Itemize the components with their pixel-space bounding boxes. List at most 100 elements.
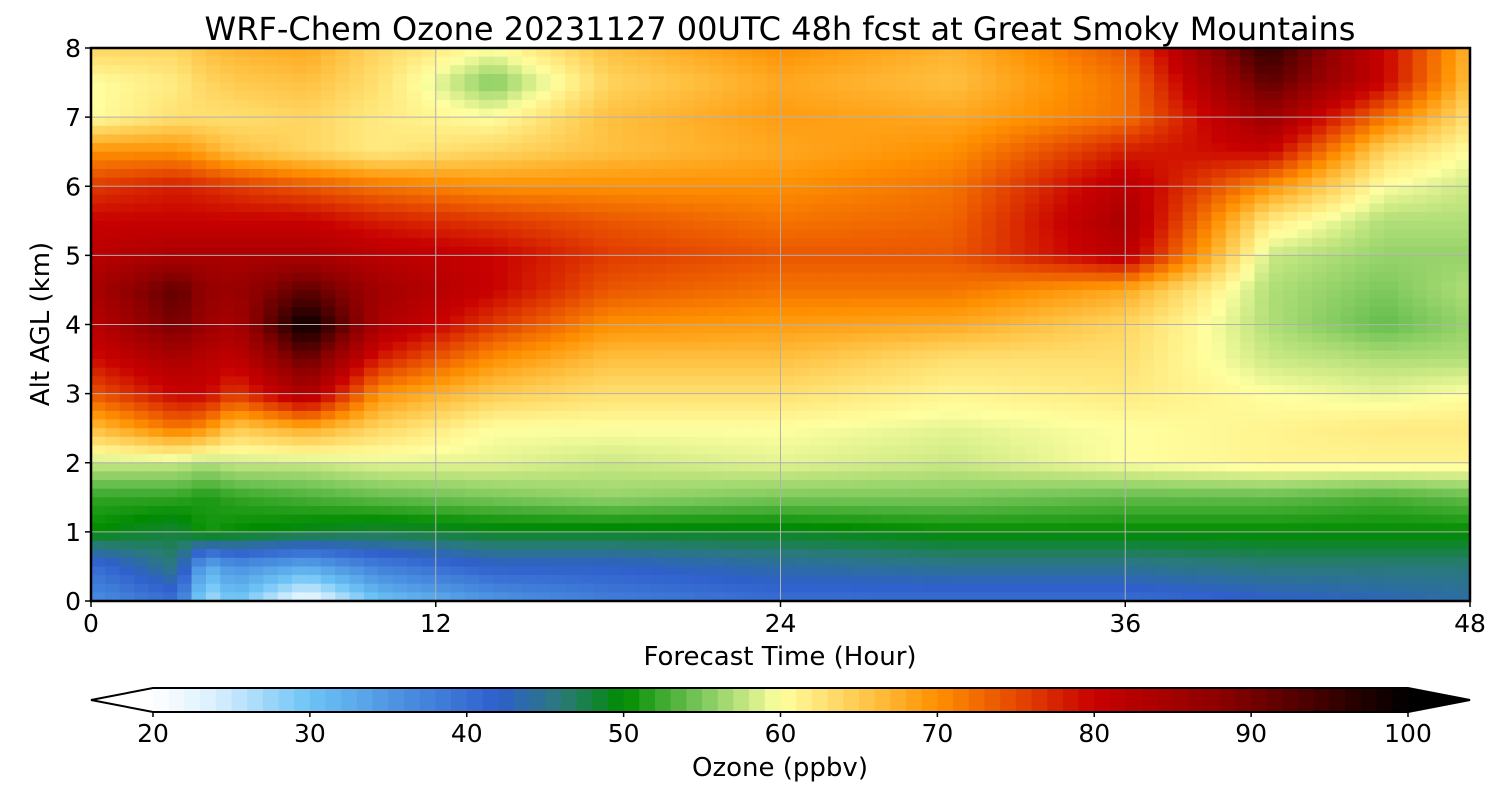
heatmap-cell xyxy=(1297,143,1313,153)
heatmap-cell xyxy=(1254,289,1270,300)
heatmap-cell xyxy=(1125,272,1141,282)
heatmap-cell xyxy=(1168,307,1184,317)
heatmap-cell xyxy=(134,350,150,360)
heatmap-cell xyxy=(277,419,293,429)
heatmap-cell xyxy=(1039,91,1055,101)
heatmap-cell xyxy=(565,281,580,291)
heatmap-cell xyxy=(349,454,365,464)
heatmap-cell xyxy=(464,454,480,464)
heatmap-cell xyxy=(1240,134,1256,144)
heatmap-cell xyxy=(349,194,365,205)
heatmap-cell xyxy=(1139,48,1155,58)
heatmap-cell xyxy=(1010,488,1026,498)
heatmap-cell xyxy=(1283,367,1299,377)
heatmap-cell xyxy=(1283,177,1299,187)
heatmap-cell xyxy=(852,255,868,265)
heatmap-cell xyxy=(1182,238,1198,248)
heatmap-cell xyxy=(363,99,379,110)
heatmap-cell xyxy=(1197,367,1213,377)
heatmap-cell xyxy=(249,203,264,213)
heatmap-cell xyxy=(105,229,121,239)
heatmap-cell xyxy=(1168,402,1184,412)
heatmap-cell xyxy=(148,488,164,498)
heatmap-cell xyxy=(565,341,580,352)
heatmap-cell xyxy=(593,160,609,170)
heatmap-cell xyxy=(263,376,279,386)
heatmap-cell xyxy=(363,376,379,386)
heatmap-cell xyxy=(292,255,308,265)
heatmap-cell xyxy=(679,315,695,326)
heatmap-cell xyxy=(1254,454,1270,464)
heatmap-cell xyxy=(694,324,710,334)
heatmap-cell xyxy=(679,238,695,248)
heatmap-cell xyxy=(665,307,681,317)
heatmap-cell xyxy=(1240,367,1256,377)
heatmap-cell xyxy=(421,428,437,438)
heatmap-cell xyxy=(335,289,351,300)
heatmap-cell xyxy=(1197,264,1213,274)
heatmap-cell xyxy=(565,419,580,429)
heatmap-cell xyxy=(1455,143,1471,153)
heatmap-cell xyxy=(407,367,422,377)
heatmap-cell xyxy=(593,376,609,386)
heatmap-cell xyxy=(91,117,106,127)
heatmap-cell xyxy=(220,350,236,360)
heatmap-cell xyxy=(737,410,753,421)
heatmap-cell xyxy=(335,367,351,377)
heatmap-cell xyxy=(636,445,652,455)
heatmap-cell xyxy=(794,436,810,447)
heatmap-cell xyxy=(119,203,135,213)
heatmap-cell xyxy=(766,143,782,153)
heatmap-cell xyxy=(1067,177,1083,187)
heatmap-cell xyxy=(723,307,738,317)
heatmap-cell xyxy=(593,341,609,352)
heatmap-cell xyxy=(995,194,1011,205)
heatmap-cell xyxy=(306,203,322,213)
heatmap-cell xyxy=(1254,419,1270,429)
heatmap-cell xyxy=(809,203,825,213)
heatmap-cell xyxy=(1340,393,1356,403)
heatmap-cell xyxy=(521,229,537,239)
heatmap-cell xyxy=(493,255,509,265)
heatmap-cell xyxy=(1053,393,1069,403)
heatmap-cell xyxy=(521,419,537,429)
heatmap-cell xyxy=(1398,445,1414,455)
heatmap-cell xyxy=(1182,186,1198,196)
heatmap-cell xyxy=(1168,272,1184,282)
heatmap-cell xyxy=(938,445,954,455)
heatmap-cell xyxy=(1197,393,1213,403)
heatmap-cell xyxy=(1096,367,1112,377)
heatmap-cell xyxy=(723,471,738,481)
heatmap-cell xyxy=(651,445,667,455)
heatmap-cell xyxy=(636,264,652,274)
heatmap-cell xyxy=(478,160,494,170)
heatmap-cell xyxy=(521,246,537,256)
heatmap-cell xyxy=(1197,56,1213,66)
heatmap-cell xyxy=(866,194,882,205)
heatmap-cell xyxy=(1268,91,1284,101)
heatmap-cell xyxy=(579,315,595,326)
heatmap-cell xyxy=(1398,272,1414,282)
heatmap-cell xyxy=(952,220,968,231)
heatmap-cell xyxy=(723,264,738,274)
heatmap-cell xyxy=(866,246,882,256)
heatmap-cell xyxy=(205,255,221,265)
heatmap-cell xyxy=(1426,333,1442,343)
heatmap-cell xyxy=(1168,212,1184,222)
heatmap-cell xyxy=(1297,264,1313,274)
heatmap-cell xyxy=(105,48,121,58)
heatmap-cell xyxy=(478,108,494,118)
heatmap-cell xyxy=(593,367,609,377)
heatmap-cell xyxy=(392,203,408,213)
heatmap-cell xyxy=(407,315,422,326)
heatmap-cell xyxy=(550,445,566,455)
heatmap-cell xyxy=(1311,367,1327,377)
heatmap-cell xyxy=(550,194,566,205)
heatmap-cell xyxy=(780,160,796,170)
heatmap-cell xyxy=(866,402,882,412)
heatmap-cell xyxy=(191,246,207,256)
heatmap-cell xyxy=(292,65,308,75)
heatmap-cell xyxy=(1182,289,1198,300)
heatmap-cell xyxy=(636,272,652,282)
heatmap-cell xyxy=(723,48,738,58)
